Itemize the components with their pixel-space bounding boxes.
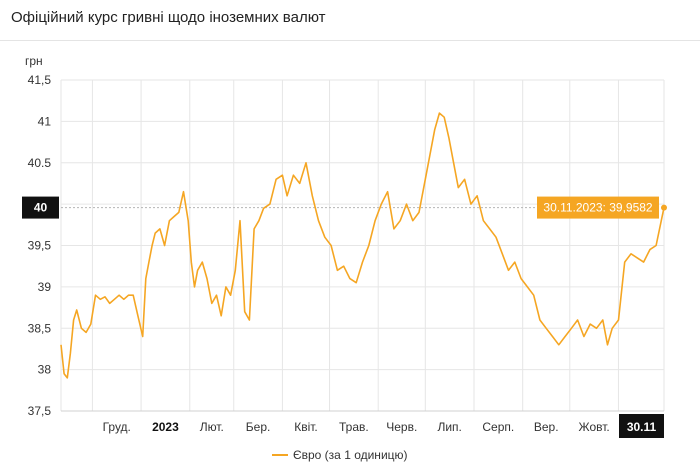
y-tick-label: 39,5 (28, 239, 52, 253)
current-y-badge-bg (22, 196, 59, 219)
legend[interactable]: Євро (за 1 одиницю) (272, 448, 408, 462)
x-tick-label: Лип. (437, 420, 461, 434)
x-tick-label: Груд. (103, 420, 131, 434)
current-x-badge-bg (619, 414, 664, 438)
page-title: Офіційний курс гривні щодо іноземних вал… (11, 9, 326, 26)
current-y-badge-label: 40 (34, 201, 48, 215)
tooltip-label: 30.11.2023: 39,9582 (543, 201, 653, 215)
y-axis-label: грн (25, 54, 43, 68)
title-divider (0, 40, 700, 41)
y-tick-label: 38 (38, 363, 52, 377)
current-x-badge: 30.11 (619, 414, 664, 438)
y-tick-label: 41 (38, 114, 52, 128)
x-tick-label: Бер. (246, 420, 271, 434)
legend-label: Євро (за 1 одиницю) (293, 448, 408, 462)
x-tick-label: 2023 (152, 420, 179, 434)
tooltip-bg (537, 196, 659, 219)
y-axis: 37,5 38 38,5 39 39,5 40.5 41 41,5 (28, 73, 52, 418)
value-tooltip: 30.11.2023: 39,9582 (537, 196, 659, 219)
x-tick-label: Трав. (339, 420, 369, 434)
x-tick-label: Лют. (200, 420, 224, 434)
y-tick-label: 37,5 (28, 404, 52, 418)
current-x-badge-label: 30.11 (627, 420, 657, 434)
x-tick-label: Квіт. (294, 420, 318, 434)
x-axis: Груд. 2023 Лют. Бер. Квіт. Трав. Черв. Лип. Серп… (103, 420, 610, 434)
series-line-euro (60, 112, 665, 379)
series-layer (60, 112, 665, 379)
grid (60, 79, 665, 412)
last-data-point[interactable] (661, 204, 667, 211)
y-tick-label: 39 (38, 280, 52, 294)
current-y-badge: 40 (22, 196, 59, 219)
x-tick-label: Вер. (534, 420, 559, 434)
y-tick-label: 38,5 (28, 321, 52, 335)
x-tick-label: Серп. (482, 420, 514, 434)
y-tick-label: 40.5 (28, 156, 52, 170)
x-tick-label: Черв. (386, 420, 417, 434)
y-tick-label: 41,5 (28, 73, 52, 87)
x-tick-label: Жовт. (579, 420, 610, 434)
